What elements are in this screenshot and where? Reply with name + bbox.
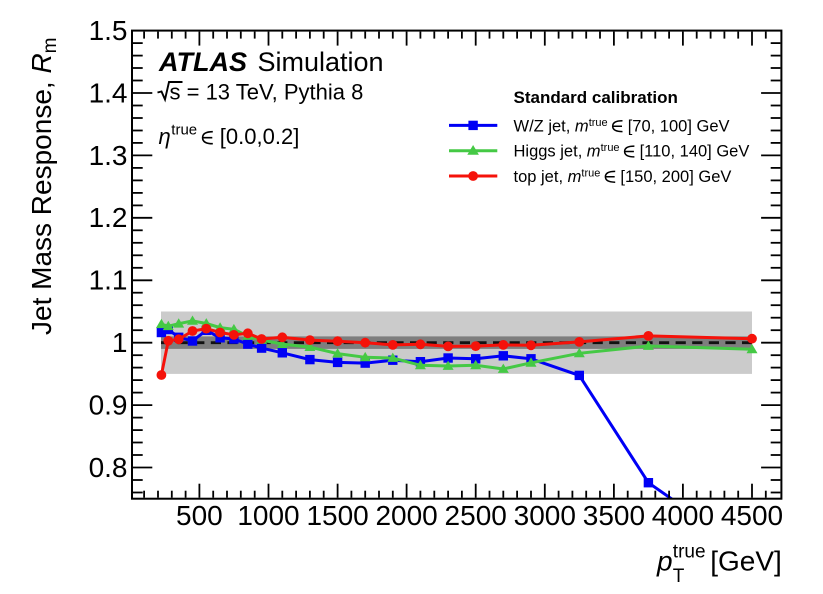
svg-text:4500: 4500 [721,500,783,531]
svg-text:1.3: 1.3 [89,140,128,171]
svg-text:Standard calibration: Standard calibration [514,88,678,107]
svg-text:1.1: 1.1 [89,265,128,296]
svg-text:m: m [568,168,582,186]
svg-text:Higgs jet,: Higgs jet, [514,143,583,161]
svg-text:1500: 1500 [306,500,368,531]
svg-text:3000: 3000 [514,500,576,531]
svg-text:[70, 100] GeV: [70, 100] GeV [628,117,730,135]
svg-text:1.2: 1.2 [89,202,128,233]
svg-text:ATLAS Simulation: ATLAS Simulation [158,47,384,77]
svg-text:2000: 2000 [375,500,437,531]
svg-text:[150, 200] GeV: [150, 200] GeV [620,168,731,186]
svg-text:true: true [673,542,706,563]
svg-text:W/Z jet,: W/Z jet, [514,117,571,135]
svg-text:true: true [581,168,600,180]
svg-text:true: true [601,142,620,154]
svg-text:m: m [587,143,601,161]
svg-text:[GeV]: [GeV] [710,546,782,577]
svg-text:1000: 1000 [237,500,299,531]
svg-text:T: T [673,566,685,587]
svg-text:true: true [589,117,608,129]
svg-text:m: m [575,117,589,135]
svg-text:4000: 4000 [652,500,714,531]
svg-text:0.8: 0.8 [89,452,128,483]
svg-text:3500: 3500 [583,500,645,531]
svg-text:Jet Mass Response, Rm: Jet Mass Response, Rm [26,37,61,335]
svg-text:true: true [171,122,197,139]
svg-text:s = 13 TeV, Pythia 8: s = 13 TeV, Pythia 8 [170,80,364,105]
svg-text:2500: 2500 [445,500,507,531]
svg-text:p: p [656,546,673,577]
svg-text:500: 500 [176,500,223,531]
svg-text:[0.0,0.2]: [0.0,0.2] [220,124,300,149]
svg-text:0.9: 0.9 [89,390,128,421]
svg-text:[110, 140] GeV: [110, 140] GeV [640,143,750,161]
svg-text:1.4: 1.4 [89,77,128,108]
svg-text:1.5: 1.5 [89,15,128,46]
svg-text:top jet,: top jet, [514,168,564,186]
svg-text:1: 1 [112,327,128,358]
svg-text:η: η [159,124,171,149]
